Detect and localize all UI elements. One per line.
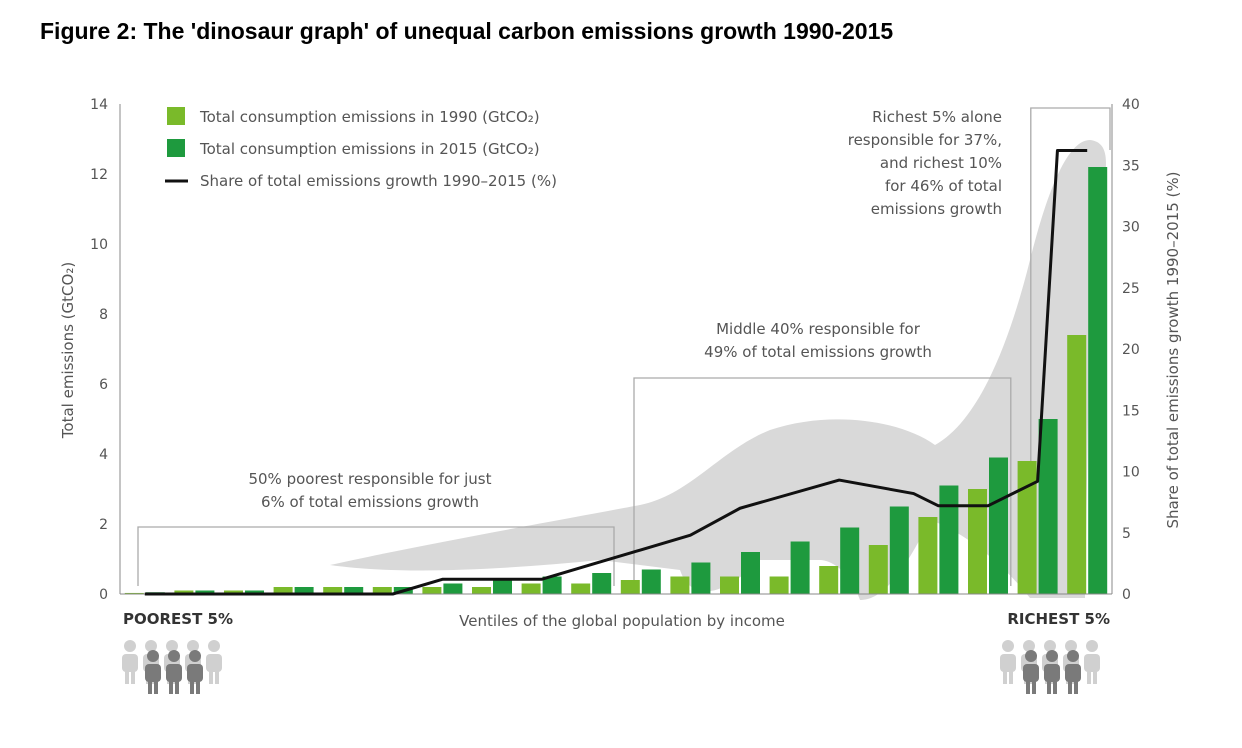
y2-tick-label: 15 [1122, 403, 1140, 419]
person-icon [1023, 650, 1039, 694]
legend-swatch-1990 [167, 107, 185, 125]
bar-1990 [472, 587, 491, 594]
bar-2015 [741, 552, 760, 594]
annotation-text: emissions growth [871, 200, 1002, 218]
annotation-text: 50% poorest responsible for just [248, 470, 491, 488]
bar-1990 [174, 590, 194, 594]
bar-2015 [691, 562, 711, 594]
annotation-bracket [1030, 107, 1111, 586]
bar-1990 [224, 590, 243, 594]
bar-1990 [422, 587, 442, 594]
annotation-text: 49% of total emissions growth [704, 343, 932, 361]
bar-1990 [918, 517, 938, 594]
bar-1990 [819, 566, 839, 594]
y2-tick-label: 0 [1122, 587, 1131, 603]
annotation-text: Richest 5% alone [872, 108, 1002, 126]
person-icon [122, 640, 138, 684]
legend-label-1990: Total consumption emissions in 1990 (GtC… [199, 108, 540, 126]
y2-axis-ticks: 0 5 10 15 20 25 30 35 40 [1122, 97, 1140, 603]
bar-1990 [1067, 335, 1087, 594]
annotation-text: responsible for 37%, [848, 131, 1002, 149]
bar-1990 [968, 489, 987, 594]
y2-tick-label: 25 [1122, 281, 1140, 297]
y2-tick-label: 35 [1122, 158, 1140, 174]
y2-tick-label: 30 [1122, 220, 1140, 236]
bar-2015 [344, 587, 364, 594]
poorest-label: POOREST 5% [123, 610, 233, 628]
bar-1990 [521, 583, 541, 594]
person-icon [1065, 650, 1081, 694]
annotation-text: 6% of total emissions growth [261, 493, 479, 511]
y-tick-label: 4 [99, 447, 108, 463]
bar-2015 [294, 587, 314, 594]
bar-2015 [889, 506, 909, 594]
bar-2015 [592, 573, 612, 594]
bar-1990 [372, 587, 392, 594]
bar-1990 [571, 583, 591, 594]
bar-series [124, 167, 1108, 594]
figure-title: Figure 2: The 'dinosaur graph' of unequa… [40, 18, 894, 44]
annotation-bracket [633, 377, 1012, 586]
y-tick-label: 6 [99, 377, 108, 393]
bar-2015 [641, 569, 661, 594]
y-tick-label: 12 [90, 167, 108, 183]
bar-1990 [1017, 461, 1037, 594]
y-tick-label: 14 [90, 97, 108, 113]
bar-2015 [840, 527, 860, 594]
person-icon [1084, 640, 1100, 684]
y-axis-label: Total emissions (GtCO₂) [59, 262, 77, 439]
y2-tick-label: 20 [1122, 342, 1140, 358]
annotation-text: Middle 40% responsible for [716, 320, 921, 338]
share-line [144, 149, 1088, 596]
bar-2015 [542, 576, 562, 594]
person-icon [1000, 640, 1016, 684]
person-icon [145, 650, 161, 694]
bar-2015 [245, 590, 264, 594]
y-tick-label: 0 [99, 587, 108, 603]
y2-tick-label: 5 [1122, 526, 1131, 542]
y2-axis-label: Share of total emissions growth 1990–201… [1164, 172, 1182, 529]
people-group-icon [122, 640, 222, 694]
person-icon [187, 650, 203, 694]
bar-1990 [769, 576, 789, 594]
bar-2015 [989, 457, 1008, 594]
person-icon [1044, 650, 1060, 694]
bar-1990 [670, 576, 690, 594]
y-axis-ticks: 0 2 4 6 8 10 12 14 [90, 97, 108, 603]
legend-swatch-2015 [167, 139, 185, 157]
legend-label-share: Share of total emissions growth 1990–201… [200, 172, 557, 190]
annotations: 50% poorest responsible for just 6% of to… [248, 108, 1002, 511]
bar-1990 [323, 587, 343, 594]
y-tick-label: 8 [99, 307, 108, 323]
y2-tick-label: 10 [1122, 465, 1140, 481]
x-axis-label: Ventiles of the global population by inc… [459, 612, 785, 630]
bar-2015 [790, 541, 810, 594]
y-tick-label: 2 [99, 517, 108, 533]
person-icon [206, 640, 222, 684]
bar-1990 [720, 576, 739, 594]
y2-tick-label: 40 [1122, 97, 1140, 113]
legend-label-2015: Total consumption emissions in 2015 (GtC… [199, 140, 540, 158]
y-tick-label: 10 [90, 237, 108, 253]
bar-1990 [124, 592, 144, 594]
bar-1990 [868, 545, 888, 594]
richest-label: RICHEST 5% [1007, 610, 1110, 628]
bar-2015 [493, 580, 512, 594]
bar-2015 [939, 485, 959, 594]
annotation-text: for 46% of total [885, 177, 1002, 195]
legend: Total consumption emissions in 1990 (GtC… [165, 107, 557, 190]
bar-1990 [273, 587, 293, 594]
people-group-icon [1000, 640, 1100, 694]
bar-1990 [620, 580, 640, 594]
bar-2015 [443, 583, 463, 594]
bar-2015 [1088, 167, 1108, 594]
bar-2015 [1038, 419, 1058, 594]
dinosaur-silhouette [330, 140, 1106, 600]
bar-2015 [195, 590, 215, 594]
annotation-text: and richest 10% [880, 154, 1002, 172]
person-icon [166, 650, 182, 694]
